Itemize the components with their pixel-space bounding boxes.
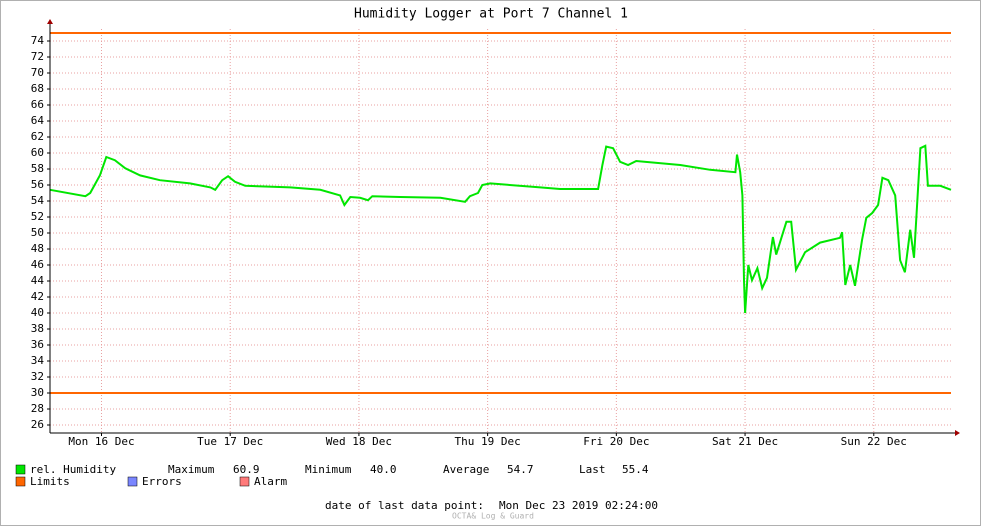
y-tick-label: 30 — [31, 386, 44, 399]
y-tick-label: 56 — [31, 178, 44, 191]
y-tick-label: 64 — [31, 114, 45, 127]
grid — [47, 29, 951, 436]
x-tick-label: Sat 21 Dec — [712, 435, 778, 448]
y-tick-label: 72 — [31, 50, 44, 63]
y-tick-label: 32 — [31, 370, 44, 383]
y-arrow — [47, 19, 53, 24]
legend-label: Errors — [142, 475, 182, 488]
y-tick-label: 74 — [31, 34, 45, 47]
data-line — [49, 144, 952, 314]
footer-label: date of last data point: — [325, 499, 484, 512]
y-tick-label: 26 — [31, 418, 44, 431]
stat-value: 55.4 — [622, 463, 649, 476]
y-tick-label: 34 — [31, 354, 45, 367]
stat-value: 40.0 — [370, 463, 397, 476]
stat-name: Maximum — [168, 463, 215, 476]
y-tick-label: 60 — [31, 146, 44, 159]
legend-label: rel. Humidity — [30, 463, 116, 476]
footer-value: Mon Dec 23 2019 02:24:00 — [499, 499, 658, 512]
x-arrow — [955, 430, 960, 436]
y-tick-label: 50 — [31, 226, 44, 239]
stat-name: Minimum — [305, 463, 352, 476]
legend-swatch — [15, 464, 26, 475]
y-tick-label: 46 — [31, 258, 44, 271]
legend-swatch — [127, 476, 138, 487]
x-tick-label: Wed 18 Dec — [326, 435, 392, 448]
y-tick-label: 58 — [31, 162, 44, 175]
y-tick-label: 36 — [31, 338, 44, 351]
y-tick-label: 28 — [31, 402, 44, 415]
legend-swatch — [15, 476, 26, 487]
x-tick-label: Fri 20 Dec — [583, 435, 649, 448]
y-tick-label: 68 — [31, 82, 44, 95]
y-tick-label: 66 — [31, 98, 44, 111]
y-tick-label: 40 — [31, 306, 44, 319]
plot-area — [50, 29, 951, 433]
y-tick-label: 70 — [31, 66, 44, 79]
x-tick-label: Mon 16 Dec — [68, 435, 134, 448]
y-tick-label: 38 — [31, 322, 44, 335]
watermark: OCTA& Log & Guard — [452, 512, 534, 521]
x-tick-label: Thu 19 Dec — [455, 435, 521, 448]
legend: rel. Humidity Maximum 60.9 Minimum 40.0 Avera… — [15, 463, 658, 521]
legend-swatch — [239, 476, 250, 487]
marks — [49, 32, 952, 394]
legend-label: Limits — [30, 475, 70, 488]
legend-label: Alarm — [254, 475, 287, 488]
x-tick-label: Tue 17 Dec — [197, 435, 263, 448]
stat-name: Average — [443, 463, 489, 476]
stat-value: 60.9 — [233, 463, 260, 476]
stat-value: 54.7 — [507, 463, 534, 476]
y-tick-label: 62 — [31, 130, 44, 143]
y-tick-label: 54 — [31, 194, 45, 207]
stat-name: Last — [579, 463, 606, 476]
y-tick-label: 48 — [31, 242, 44, 255]
x-tick-label: Sun 22 Dec — [841, 435, 907, 448]
y-tick-label: 52 — [31, 210, 44, 223]
y-tick-label: 44 — [31, 274, 45, 287]
y-tick-label: 42 — [31, 290, 44, 303]
chart-title: Humidity Logger at Port 7 Channel 1 — [354, 7, 628, 22]
